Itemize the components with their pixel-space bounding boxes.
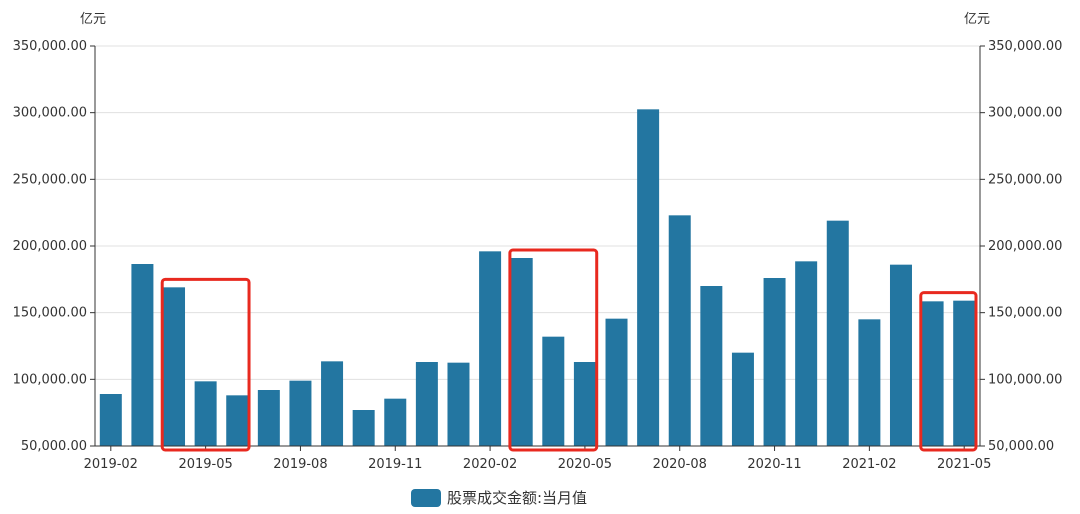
bar[interactable]: [605, 318, 628, 446]
bar[interactable]: [447, 362, 470, 446]
highlight-box: [160, 277, 251, 452]
bar[interactable]: [163, 287, 186, 446]
bar[interactable]: [510, 258, 533, 446]
y-tick-label-left: 150,000.00: [13, 306, 87, 321]
x-tick-label: 2020-05: [558, 457, 612, 472]
bar[interactable]: [479, 251, 502, 446]
bar[interactable]: [257, 390, 280, 446]
y-tick-label-right: 350,000.00: [988, 39, 1062, 54]
legend-swatch: [411, 488, 441, 507]
bar[interactable]: [131, 264, 154, 446]
y-tick-label-left: 200,000.00: [13, 239, 87, 254]
bar[interactable]: [637, 109, 660, 446]
bar[interactable]: [953, 300, 976, 446]
y-tick-label-right: 150,000.00: [988, 306, 1062, 321]
x-tick-label: 2019-11: [368, 457, 422, 472]
bar[interactable]: [826, 220, 849, 446]
highlight-box: [919, 291, 978, 452]
bar[interactable]: [321, 361, 344, 446]
bar[interactable]: [194, 381, 217, 446]
bar[interactable]: [415, 362, 438, 446]
y-axis-unit-right: 亿元: [964, 12, 990, 27]
bar[interactable]: [921, 301, 944, 446]
y-tick-label-right: 250,000.00: [988, 172, 1062, 187]
bar[interactable]: [289, 380, 312, 446]
bar[interactable]: [573, 362, 596, 446]
x-tick-label: 2019-08: [273, 457, 327, 472]
x-tick-label: 2021-05: [937, 457, 991, 472]
bar[interactable]: [731, 352, 754, 446]
bar[interactable]: [763, 278, 786, 446]
bar[interactable]: [384, 398, 407, 446]
bar-chart: 亿元 亿元 350,000.00 350,000.00 300,000.00 300,…: [13, 12, 1063, 472]
bar[interactable]: [858, 319, 881, 446]
y-tick-label-right: 50,000.00: [988, 439, 1054, 454]
legend-label: 股票成交金额:当月值: [447, 489, 588, 507]
bar[interactable]: [889, 264, 912, 446]
bar[interactable]: [99, 394, 122, 446]
highlight-box: [508, 248, 599, 452]
legend[interactable]: 股票成交金额:当月值: [411, 487, 587, 508]
y-axis-unit-left: 亿元: [80, 12, 106, 27]
x-tick-label: 2019-02: [84, 457, 138, 472]
x-tick-label: 2020-02: [463, 457, 517, 472]
y-tick-label-left: 50,000.00: [21, 439, 87, 454]
bar[interactable]: [542, 336, 565, 446]
y-tick-label-left: 350,000.00: [13, 39, 87, 54]
y-tick-label-left: 100,000.00: [13, 372, 87, 387]
bar[interactable]: [668, 215, 691, 446]
x-tick-label: 2019-05: [178, 457, 232, 472]
bar[interactable]: [795, 261, 818, 446]
x-tick-label: 2021-02: [842, 457, 896, 472]
y-tick-label-right: 100,000.00: [988, 372, 1062, 387]
x-tick-label: 2020-08: [653, 457, 707, 472]
x-tick-label: 2020-11: [747, 457, 801, 472]
y-tick-label-right: 200,000.00: [988, 239, 1062, 254]
y-tick-label-right: 300,000.00: [988, 106, 1062, 121]
bar[interactable]: [226, 395, 249, 446]
y-tick-label-left: 300,000.00: [13, 106, 87, 121]
bar[interactable]: [700, 286, 723, 446]
y-tick-label-left: 250,000.00: [13, 172, 87, 187]
bar[interactable]: [352, 410, 375, 446]
